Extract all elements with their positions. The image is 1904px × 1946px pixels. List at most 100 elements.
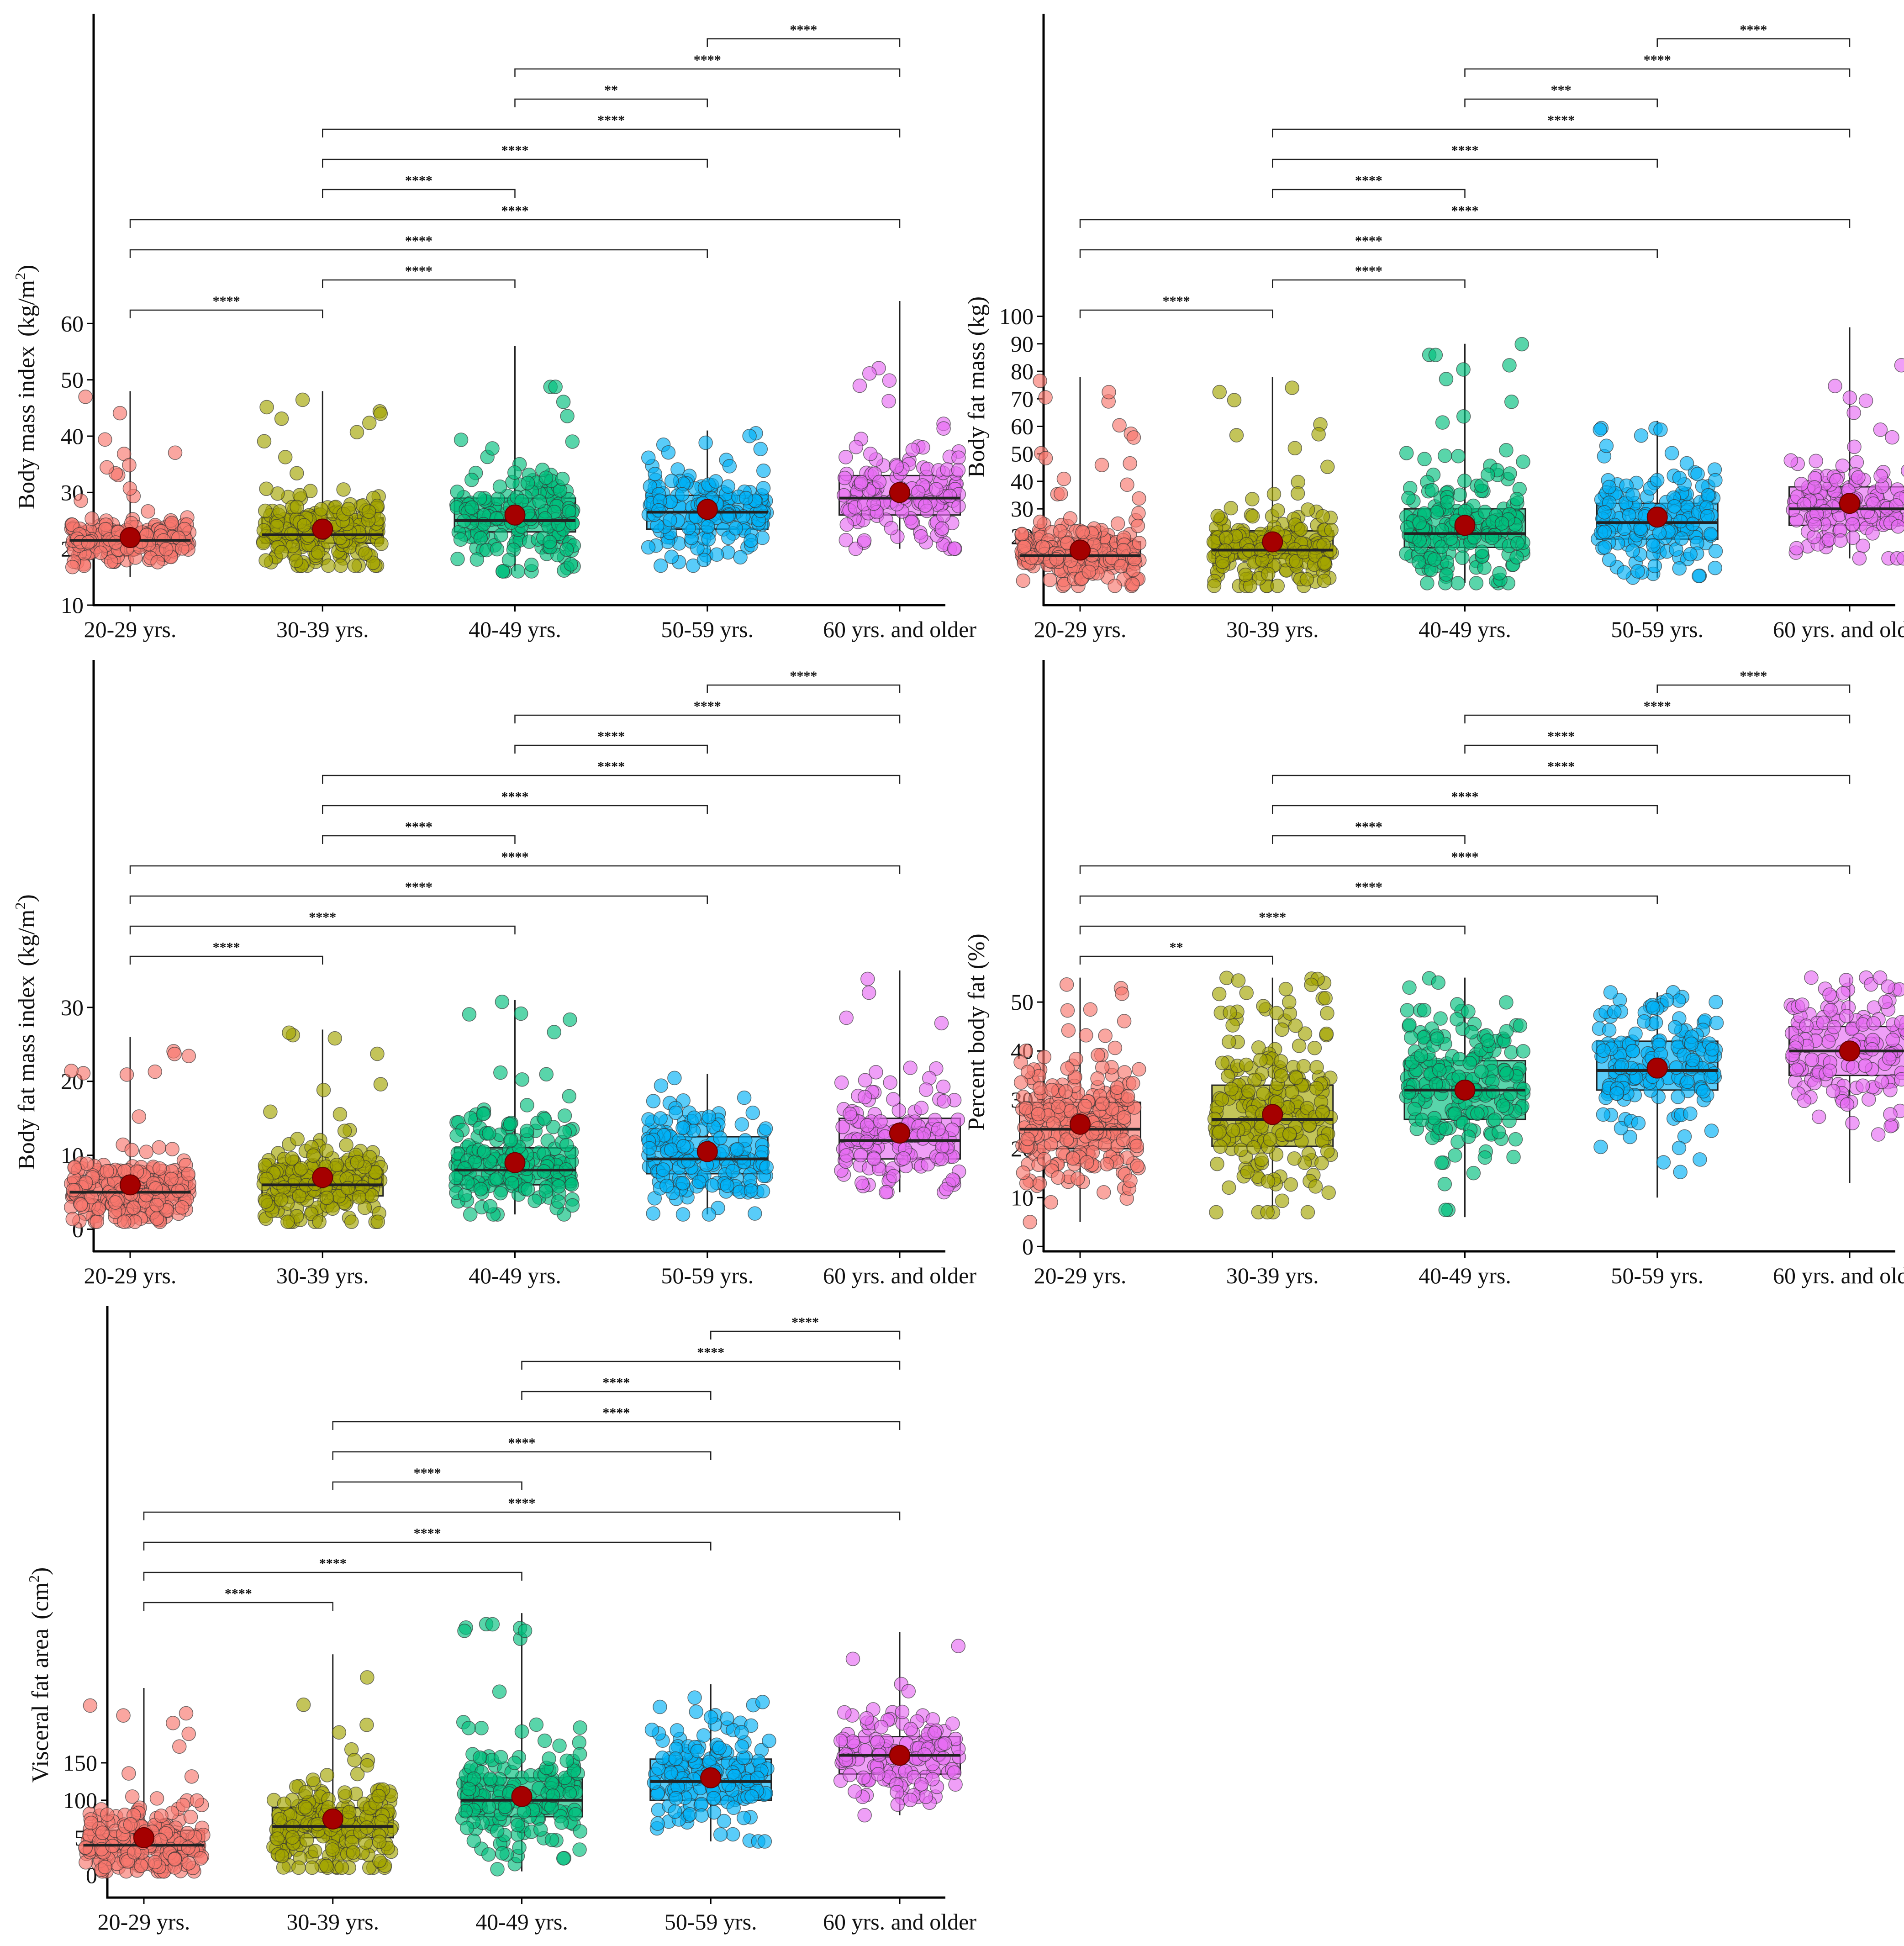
y-axis-title-text: Body fat mass (kg): [964, 296, 990, 478]
significance-label: ****: [1355, 233, 1382, 248]
data-point: [1486, 1085, 1500, 1099]
data-point: [1448, 1149, 1462, 1162]
data-point: [1239, 986, 1253, 1000]
x-tick-label: 20-29 yrs.: [84, 1263, 177, 1288]
data-point: [1516, 455, 1530, 469]
data-point: [539, 471, 553, 485]
data-point: [81, 536, 95, 549]
data-point: [744, 1184, 758, 1197]
data-point: [948, 542, 961, 555]
data-point: [1095, 458, 1109, 472]
data-point: [1132, 506, 1145, 520]
data-point: [1271, 504, 1285, 517]
group-1: [1207, 377, 1339, 593]
data-point: [762, 1734, 776, 1748]
data-point: [835, 1076, 849, 1090]
y-tick-label: 30: [1011, 496, 1034, 522]
data-point: [1051, 1171, 1065, 1184]
mean-marker: [890, 1746, 910, 1766]
data-point: [1014, 1076, 1028, 1089]
data-point: [1108, 579, 1122, 593]
data-point: [454, 533, 468, 546]
data-point: [1809, 454, 1823, 468]
significance-label: ****: [405, 880, 432, 895]
data-point: [132, 1110, 146, 1123]
data-point: [1316, 510, 1329, 523]
data-point: [879, 1186, 893, 1199]
data-point: [642, 1113, 655, 1126]
data-point: [473, 1751, 487, 1765]
data-point: [856, 1771, 870, 1784]
data-point: [320, 1768, 334, 1782]
data-point: [1320, 1007, 1334, 1020]
panel-vfa: 05010015020-29 yrs.30-39 yrs.40-49 yrs.5…: [26, 1306, 976, 1935]
data-point: [165, 1142, 179, 1156]
data-point: [727, 1801, 740, 1814]
data-point: [533, 495, 546, 508]
data-point: [723, 459, 736, 473]
data-point: [918, 499, 932, 512]
mean-marker: [505, 505, 525, 525]
data-point: [148, 1065, 162, 1079]
data-point: [948, 1766, 961, 1779]
data-point: [352, 1191, 366, 1204]
significance-bracket: [1657, 685, 1850, 693]
x-tick-label: 50-59 yrs.: [1611, 617, 1704, 642]
data-point: [839, 450, 853, 464]
data-point: [737, 1155, 751, 1169]
y-axis-title-text: Body fat mass index: [14, 976, 40, 1170]
data-point: [1083, 1002, 1097, 1016]
data-point: [259, 554, 273, 567]
data-point: [677, 1139, 691, 1153]
data-point: [520, 1098, 534, 1112]
significance-bracket: [144, 1603, 333, 1611]
significance-bracket: [1080, 926, 1465, 934]
data-point: [83, 1699, 97, 1713]
data-point: [182, 1727, 195, 1740]
group-1: [257, 1026, 387, 1229]
data-point: [1873, 423, 1887, 437]
data-point: [935, 1152, 949, 1166]
data-point: [274, 545, 288, 559]
data-point: [1496, 1099, 1510, 1113]
data-point: [1108, 1041, 1122, 1055]
data-point: [861, 972, 875, 986]
data-point: [1596, 1107, 1610, 1121]
data-point: [1275, 1194, 1289, 1208]
data-point: [937, 1751, 950, 1765]
data-point: [735, 1740, 749, 1753]
y-axis-unit: (kg/m: [14, 280, 40, 337]
data-point: [1131, 519, 1145, 533]
data-point: [1495, 517, 1509, 530]
data-point: [515, 1725, 528, 1738]
significance-bracket: [1272, 775, 1850, 784]
data-point: [1846, 1116, 1859, 1130]
data-point: [450, 1129, 464, 1142]
data-point: [257, 434, 271, 448]
significance-label: ***: [1551, 83, 1572, 98]
data-point: [557, 395, 570, 409]
data-point: [362, 505, 376, 518]
data-point: [1798, 1094, 1811, 1107]
data-point: [1036, 540, 1050, 554]
data-point: [720, 1712, 734, 1725]
data-point: [1309, 1180, 1323, 1193]
data-point: [1232, 974, 1245, 987]
data-point: [274, 1193, 288, 1207]
data-point: [1308, 1041, 1321, 1055]
mean-marker: [697, 499, 717, 519]
significance-label: ****: [1644, 53, 1671, 68]
data-point: [739, 491, 753, 505]
data-point: [669, 1791, 683, 1805]
data-point: [1859, 394, 1873, 407]
data-point: [647, 1094, 660, 1108]
significance-label: ****: [1451, 789, 1479, 804]
significance-bracket: [130, 926, 515, 934]
data-point: [712, 1741, 726, 1755]
data-point: [92, 1202, 105, 1216]
data-point: [1828, 379, 1842, 393]
y-axis-unit-sup: 2: [12, 273, 28, 280]
data-point: [279, 450, 292, 464]
data-point: [1503, 359, 1516, 372]
data-point: [1697, 1085, 1710, 1098]
